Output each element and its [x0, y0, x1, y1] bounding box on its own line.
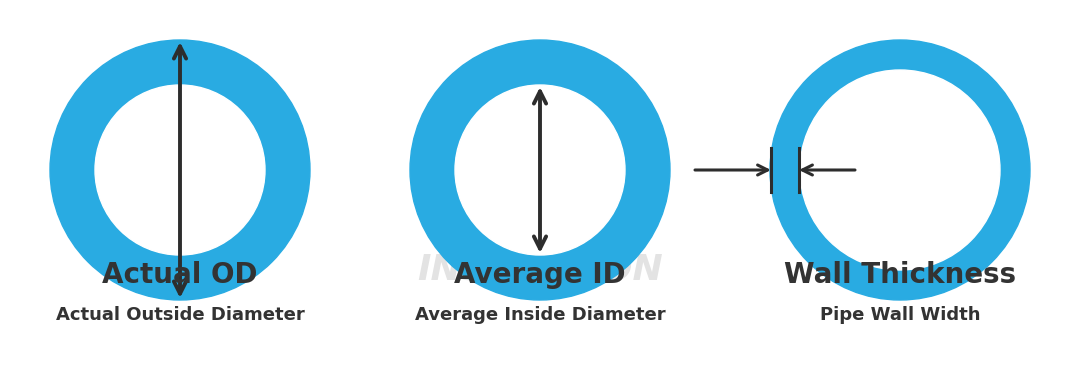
Text: Wall Thickness: Wall Thickness: [784, 261, 1016, 289]
Circle shape: [770, 40, 1030, 300]
Circle shape: [800, 70, 1000, 270]
Circle shape: [410, 40, 670, 300]
Text: Actual OD: Actual OD: [103, 261, 258, 289]
Circle shape: [95, 85, 265, 255]
Text: Average Inside Diameter: Average Inside Diameter: [415, 306, 665, 324]
Text: Pipe Wall Width: Pipe Wall Width: [820, 306, 981, 324]
Circle shape: [455, 85, 625, 255]
Text: Actual Outside Diameter: Actual Outside Diameter: [56, 306, 305, 324]
Text: INSULATION: INSULATION: [417, 253, 663, 287]
Text: Average ID: Average ID: [455, 261, 625, 289]
Circle shape: [50, 40, 310, 300]
